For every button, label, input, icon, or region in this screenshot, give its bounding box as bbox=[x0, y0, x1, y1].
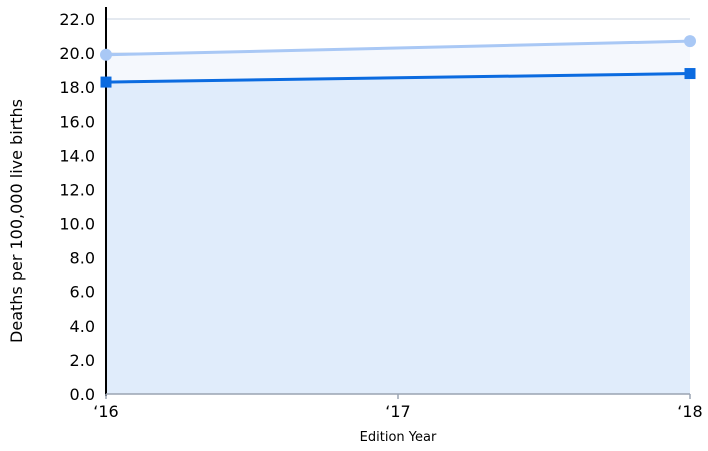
y-tick-label: 2.0 bbox=[70, 351, 95, 370]
series-markers bbox=[100, 35, 696, 88]
data-point bbox=[100, 76, 112, 88]
y-tick-label: 22.0 bbox=[59, 10, 95, 29]
x-tick-label: ‘17 bbox=[385, 402, 410, 421]
y-tick-label: 12.0 bbox=[59, 180, 95, 199]
y-tick-label: 10.0 bbox=[59, 215, 95, 234]
y-tick-label: 16.0 bbox=[59, 112, 95, 131]
y-tick-label: 4.0 bbox=[70, 317, 95, 336]
x-tick-label: ‘18 bbox=[677, 402, 702, 421]
series-lines bbox=[105, 39, 691, 84]
y-axis-title: Deaths per 100,000 live births bbox=[7, 99, 26, 343]
y-tick-label: 0.0 bbox=[70, 385, 95, 404]
x-tick-labels: ‘16 ‘17 ‘18 bbox=[93, 402, 702, 421]
series-area bbox=[106, 73, 690, 394]
data-point bbox=[684, 68, 696, 80]
series-areas bbox=[106, 41, 690, 395]
y-tick-label: 18.0 bbox=[59, 78, 95, 97]
series-line bbox=[105, 39, 691, 57]
x-axis-title: Edition Year bbox=[360, 430, 437, 445]
y-tick-label: 8.0 bbox=[70, 249, 95, 268]
data-point bbox=[684, 35, 696, 48]
y-tick-labels: 0.0 2.0 4.0 6.0 8.0 10.0 12.0 14.0 16.0 18.0 20.0 2… bbox=[59, 10, 95, 404]
y-tick-label: 14.0 bbox=[59, 146, 95, 165]
x-tick-label: ‘16 bbox=[93, 402, 118, 421]
axes bbox=[105, 7, 691, 399]
data-point bbox=[100, 48, 112, 61]
y-tick-label: 20.0 bbox=[59, 44, 95, 63]
series-line bbox=[105, 72, 691, 84]
y-tick-label: 6.0 bbox=[70, 283, 95, 302]
